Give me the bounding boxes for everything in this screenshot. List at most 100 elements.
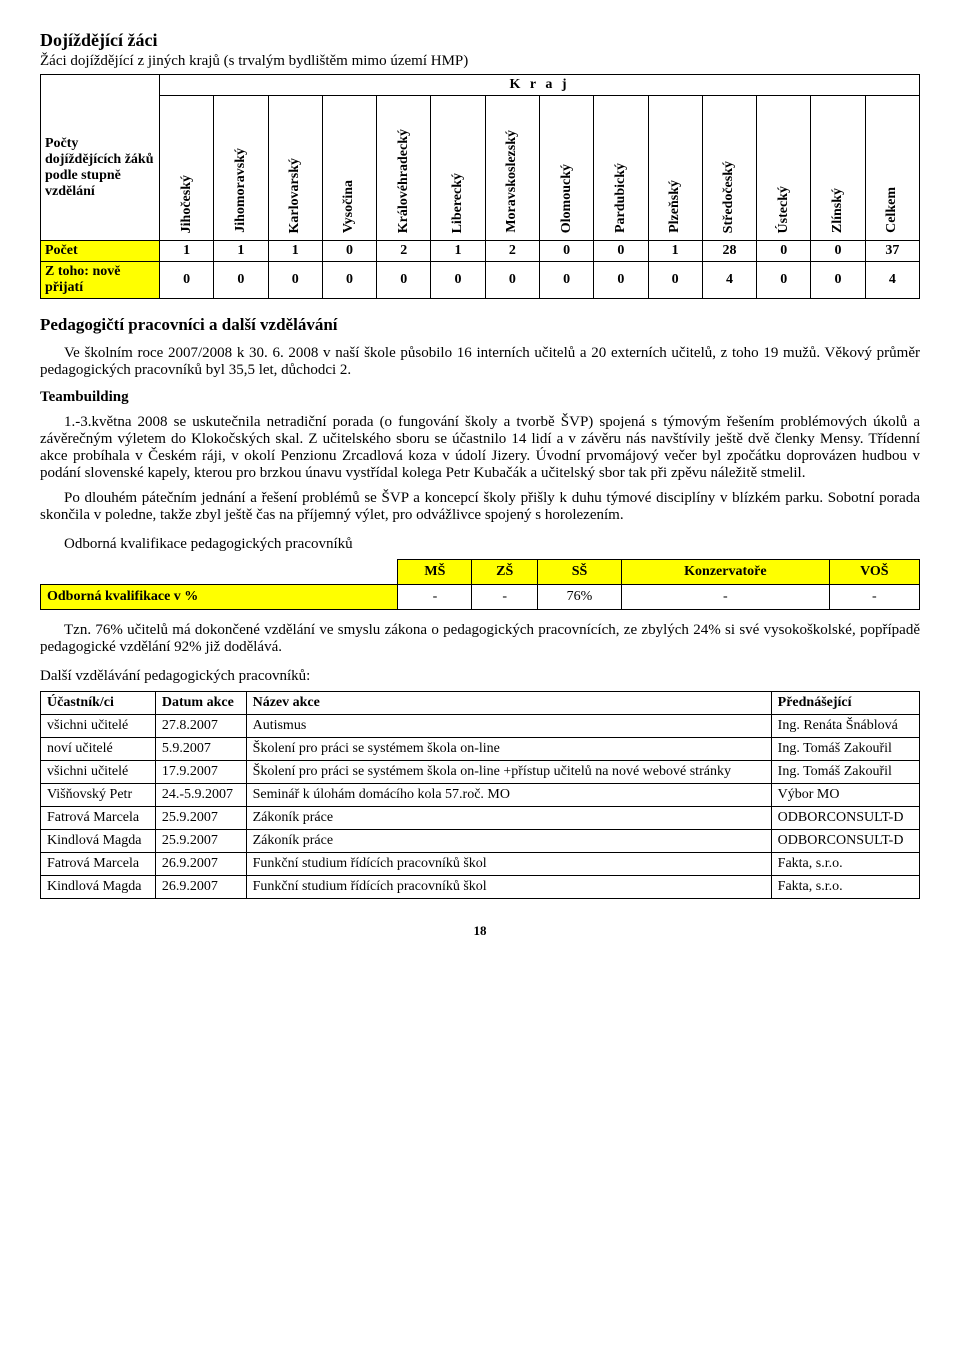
table-cell: všichni učitelé (41, 715, 156, 738)
qual-col-header: VOŠ (829, 560, 919, 585)
table-cell: 25.9.2007 (155, 830, 246, 853)
table-cell: 0 (757, 241, 811, 262)
table-cell: Funkční studium řídících pracovníků škol (246, 876, 771, 899)
table-row: Kindlová Magda26.9.2007Funkční studium ř… (41, 876, 920, 899)
table-cell: 0 (377, 262, 431, 299)
table-cell: Výbor MO (771, 784, 919, 807)
table-cell: 0 (214, 262, 268, 299)
table-cell: 4 (702, 262, 756, 299)
table-cell: 37 (865, 241, 919, 262)
qual-caption: Odborná kvalifikace pedagogických pracov… (40, 536, 920, 553)
table-cell: ODBORCONSULT-D (771, 830, 919, 853)
table-cell: 26.9.2007 (155, 853, 246, 876)
kraj-rowheader: Počty dojíždějících žáků podle stupně vz… (41, 96, 160, 241)
training-col-header: Datum akce (155, 692, 246, 715)
table-cell: - (472, 585, 538, 610)
table-cell: 2 (377, 241, 431, 262)
table-cell: 5.9.2007 (155, 738, 246, 761)
table-cell: Školení pro práci se systémem škola on-l… (246, 761, 771, 784)
table-cell: Kindlová Magda (41, 876, 156, 899)
kraj-col-header: Liberecký (431, 96, 485, 241)
table-cell: 0 (811, 241, 865, 262)
table-cell: 2 (485, 241, 539, 262)
training-table: Účastník/ciDatum akceNázev akcePřednášej… (40, 691, 920, 899)
table-cell: 0 (485, 262, 539, 299)
table-cell: Ing. Tomáš Zakouřil (771, 761, 919, 784)
table-cell: 28 (702, 241, 756, 262)
teambuilding-heading: Teambuilding (40, 389, 920, 406)
table-row: Kindlová Magda25.9.2007Zákoník práceODBO… (41, 830, 920, 853)
table-cell: 0 (431, 262, 485, 299)
table-cell: 0 (539, 241, 593, 262)
table-cell: Ing. Renáta Šnáblová (771, 715, 919, 738)
table-row: Višňovský Petr24.-5.9.2007Seminář k úloh… (41, 784, 920, 807)
qual-row-label: Odborná kvalifikace v % (41, 585, 398, 610)
paragraph: Tzn. 76% učitelů má dokončené vzdělání v… (40, 622, 920, 656)
table-cell: ODBORCONSULT-D (771, 807, 919, 830)
table-cell: Zákoník práce (246, 830, 771, 853)
table-cell: 0 (811, 262, 865, 299)
kraj-label: K r a j (160, 75, 920, 96)
table-cell: - (622, 585, 830, 610)
table-cell: 0 (322, 241, 376, 262)
table-row-label: Z toho: nově přijatí (41, 262, 160, 299)
table-cell: Seminář k úlohám domácího kola 57.roč. M… (246, 784, 771, 807)
table-cell: Fatrová Marcela (41, 807, 156, 830)
table-cell: 0 (594, 241, 648, 262)
table-row: noví učitelé5.9.2007Školení pro práci se… (41, 738, 920, 761)
table-cell: 4 (865, 262, 919, 299)
qual-col-header: Konzervatoře (622, 560, 830, 585)
kraj-col-header: Ústecký (757, 96, 811, 241)
table-cell: 25.9.2007 (155, 807, 246, 830)
qual-col-header: SŠ (537, 560, 621, 585)
table-cell: 0 (322, 262, 376, 299)
table-cell: noví učitelé (41, 738, 156, 761)
table-cell: Fatrová Marcela (41, 853, 156, 876)
table-cell: 1 (214, 241, 268, 262)
table-cell: všichni učitelé (41, 761, 156, 784)
kraj-col-header: Zlínský (811, 96, 865, 241)
table-cell: 0 (268, 262, 322, 299)
table-cell: Fakta, s.r.o. (771, 853, 919, 876)
table-cell: 0 (648, 262, 702, 299)
table-cell: 1 (160, 241, 214, 262)
kraj-col-header: Karlovarský (268, 96, 322, 241)
table-cell: Višňovský Petr (41, 784, 156, 807)
kraj-table: K r a j Počty dojíždějících žáků podle s… (40, 74, 920, 299)
kraj-col-header: Jihomoravský (214, 96, 268, 241)
table-cell: Funkční studium řídících pracovníků škol (246, 853, 771, 876)
table-row: všichni učitelé17.9.2007Školení pro prác… (41, 761, 920, 784)
kraj-col-header: Pardubický (594, 96, 648, 241)
kraj-col-header: Královéhradecký (377, 96, 431, 241)
table-cell: - (398, 585, 472, 610)
kraj-col-header: Celkem (865, 96, 919, 241)
kraj-col-header: Plzeňský (648, 96, 702, 241)
table-cell: 0 (757, 262, 811, 299)
paragraph: Po dlouhém pátečním jednání a řešení pro… (40, 490, 920, 524)
training-caption: Další vzdělávání pedagogických pracovník… (40, 668, 920, 685)
table-cell: 1 (648, 241, 702, 262)
table-cell: 17.9.2007 (155, 761, 246, 784)
table-row: Fatrová Marcela26.9.2007Funkční studium … (41, 853, 920, 876)
table-cell: Školení pro práci se systémem škola on-l… (246, 738, 771, 761)
table-cell: Zákoník práce (246, 807, 771, 830)
kraj-col-header: Středočeský (702, 96, 756, 241)
training-col-header: Účastník/ci (41, 692, 156, 715)
table-cell: 26.9.2007 (155, 876, 246, 899)
table-cell: Fakta, s.r.o. (771, 876, 919, 899)
table-cell: Autismus (246, 715, 771, 738)
qual-table: MŠZŠSŠKonzervatořeVOŠ Odborná kvalifikac… (40, 559, 920, 610)
kraj-col-header: Jihočeský (160, 96, 214, 241)
page-number: 18 (40, 923, 920, 939)
table-cell: 1 (268, 241, 322, 262)
qual-col-header: ZŠ (472, 560, 538, 585)
qual-col-header: MŠ (398, 560, 472, 585)
paragraph: Ve školním roce 2007/2008 k 30. 6. 2008 … (40, 345, 920, 379)
table-cell: Kindlová Magda (41, 830, 156, 853)
table-cell: 76% (537, 585, 621, 610)
training-col-header: Přednášející (771, 692, 919, 715)
page-title: Dojíždějící žáci (40, 30, 920, 51)
table-cell: Ing. Tomáš Zakouřil (771, 738, 919, 761)
table-cell: 24.-5.9.2007 (155, 784, 246, 807)
table-row: všichni učitelé27.8.2007AutismusIng. Ren… (41, 715, 920, 738)
